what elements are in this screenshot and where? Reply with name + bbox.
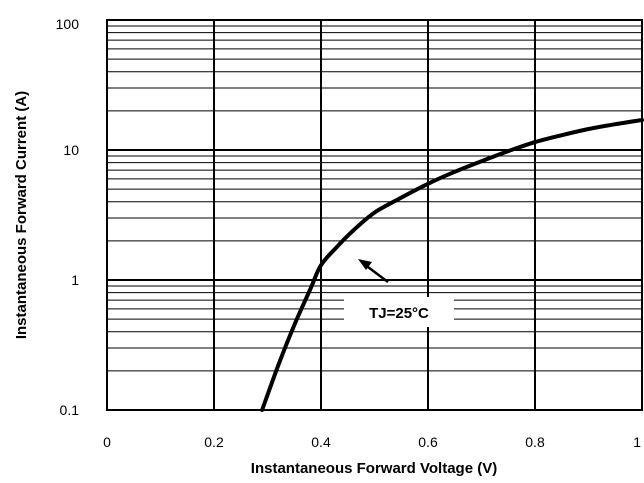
annotation: TJ=25°C [344,259,454,327]
x-tick-labels: 0 0.2 0.4 0.6 0.8 1 [103,434,641,450]
y-tick-labels: 0.1 1 10 100 [56,16,80,418]
x-tick-label: 1 [633,434,641,450]
y-tick-label: 1 [71,272,79,288]
x-tick-label: 0 [103,434,111,450]
plot-frame [106,19,643,411]
annotation-arrow-head [358,259,372,270]
x-tick-label: 0.4 [311,434,331,450]
series-line [260,118,644,412]
y-tick-label: 10 [63,142,79,158]
x-tick-label: 0.2 [204,434,224,450]
x-axis-title: Instantaneous Forward Voltage (V) [251,460,497,477]
y-tick-label: 0.1 [60,402,80,418]
y-tick-label: 100 [56,16,80,32]
y-axis-title: Instantaneous Forward Current (A) [13,91,30,339]
minor-grid [107,25,642,372]
x-tick-label: 0.8 [525,434,545,450]
annotation-label: TJ=25°C [369,305,429,322]
x-tick-label: 0.6 [418,434,438,450]
annotation-background [344,297,454,327]
